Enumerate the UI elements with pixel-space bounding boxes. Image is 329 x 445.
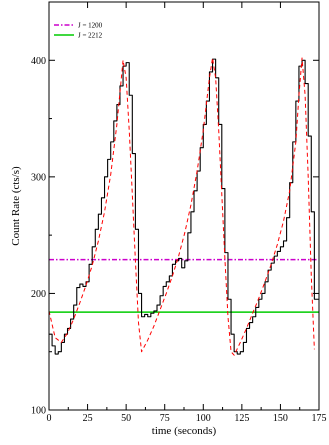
legend-label: J = 2212	[78, 32, 103, 40]
x-tick-label: 150	[273, 413, 288, 424]
y-axis-label: Count Rate (cts/s)	[10, 166, 22, 246]
observed-count-rate-line	[49, 58, 319, 355]
y-axis: 100 200 300 400	[31, 56, 319, 417]
y-tick-label: 300	[31, 172, 46, 183]
legend-label: J = 1200	[78, 22, 103, 30]
x-tick-label: 0	[47, 413, 52, 424]
y-tick-label: 400	[31, 56, 46, 67]
x-tick-label: 175	[312, 413, 327, 424]
x-tick-label: 100	[196, 413, 211, 424]
model-fit-line	[49, 57, 315, 356]
x-axis-label: time (seconds)	[152, 425, 217, 437]
x-tick-label: 75	[160, 413, 170, 424]
x-tick-label: 125	[234, 413, 249, 424]
y-tick-label: 200	[31, 289, 46, 300]
x-tick-label: 25	[83, 413, 93, 424]
x-tick-label: 50	[121, 413, 131, 424]
x-axis: 0 25 50 75 100 125 150 175	[47, 2, 327, 424]
series-lines	[49, 57, 319, 356]
y-tick-label: 100	[31, 406, 46, 417]
legend: J = 1200 J = 2212	[54, 22, 103, 40]
